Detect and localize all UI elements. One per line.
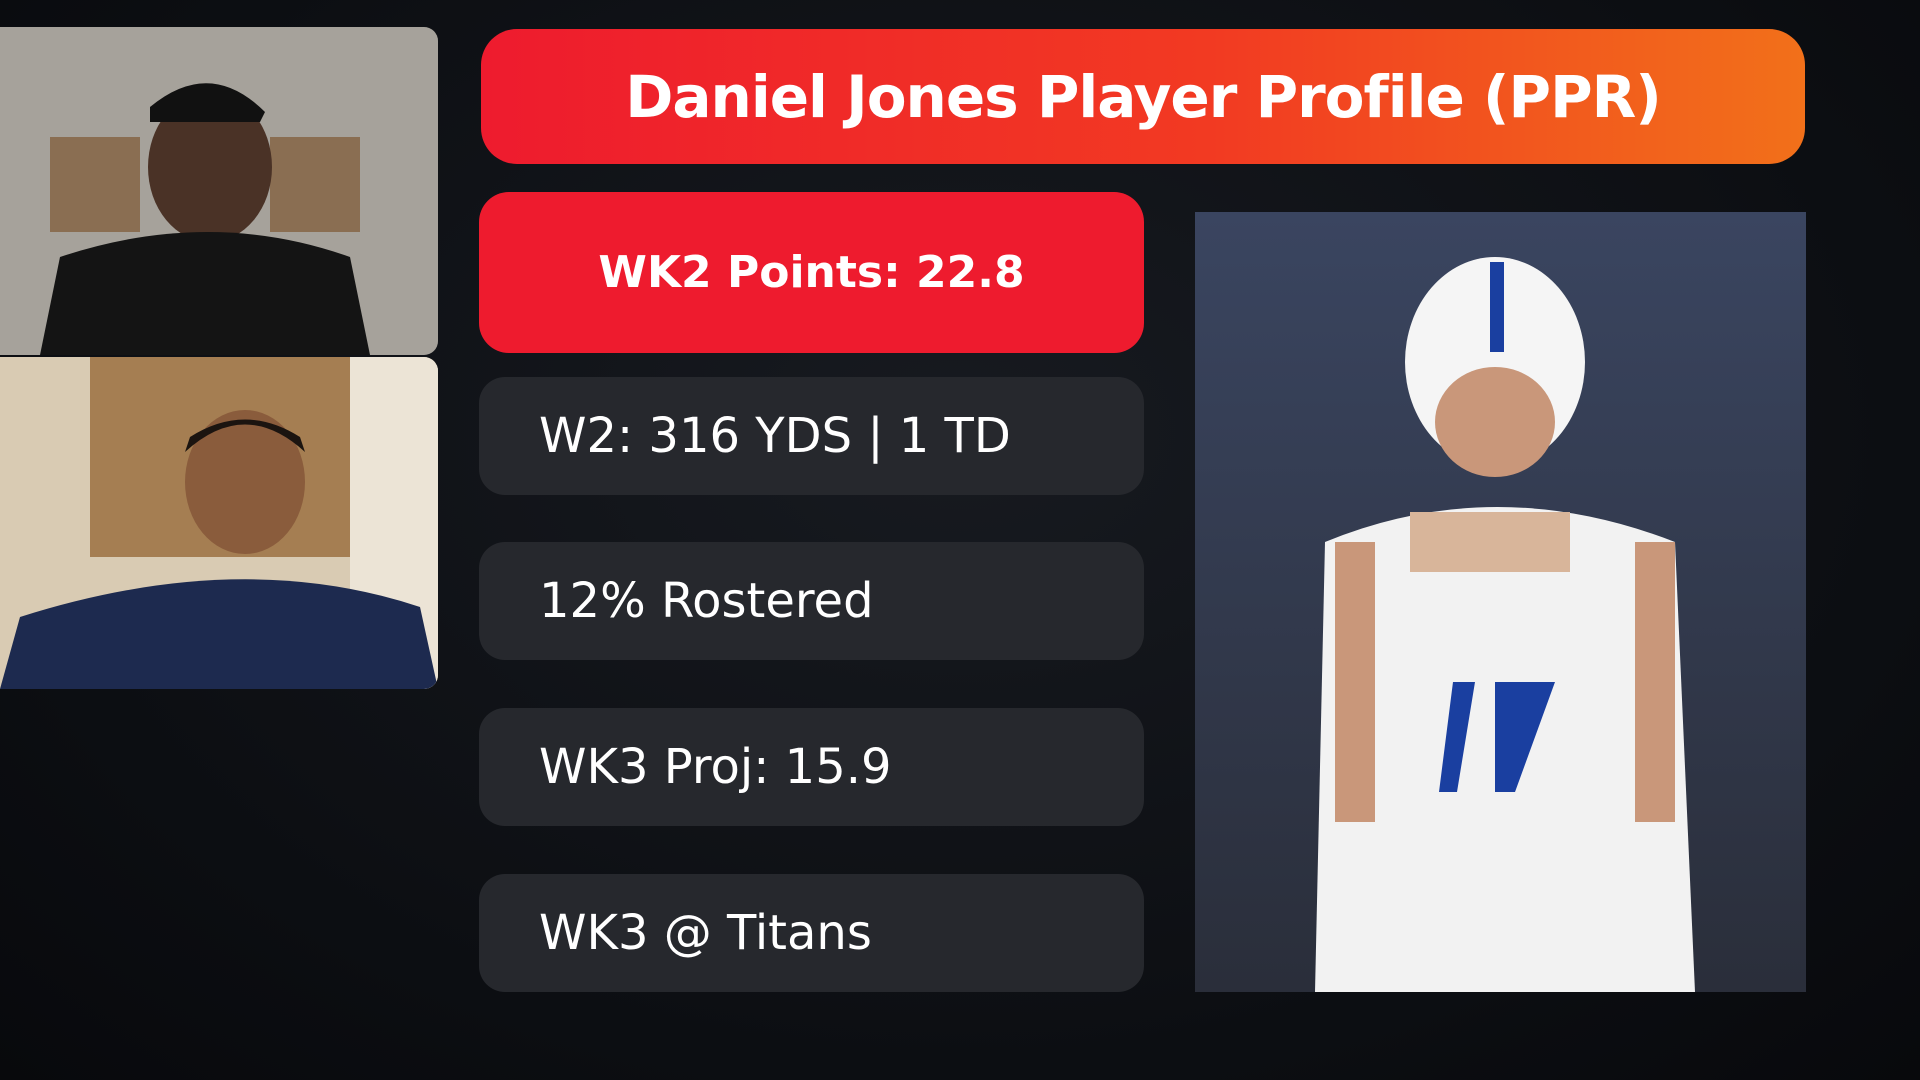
stat-text: W2: 316 YDS | 1 TD bbox=[539, 408, 1011, 464]
stat-text: WK3 @ Titans bbox=[539, 905, 872, 961]
highlight-text: WK2 Points: 22.8 bbox=[598, 247, 1025, 298]
title-banner: Daniel Jones Player Profile (PPR) bbox=[481, 29, 1805, 164]
stat-text: 12% Rostered bbox=[539, 573, 874, 629]
stat-text: WK3 Proj: 15.9 bbox=[539, 739, 892, 795]
highlight-card: WK2 Points: 22.8 bbox=[479, 192, 1144, 353]
stat-card: WK3 Proj: 15.9 bbox=[479, 708, 1144, 826]
webcam-host-2 bbox=[0, 357, 438, 689]
title: Daniel Jones Player Profile (PPR) bbox=[625, 62, 1661, 131]
webcam-host-1 bbox=[0, 27, 438, 355]
stat-card: 12% Rostered bbox=[479, 542, 1144, 660]
stat-card: W2: 316 YDS | 1 TD bbox=[479, 377, 1144, 495]
stat-card: WK3 @ Titans bbox=[479, 874, 1144, 992]
player-photo bbox=[1195, 212, 1806, 992]
